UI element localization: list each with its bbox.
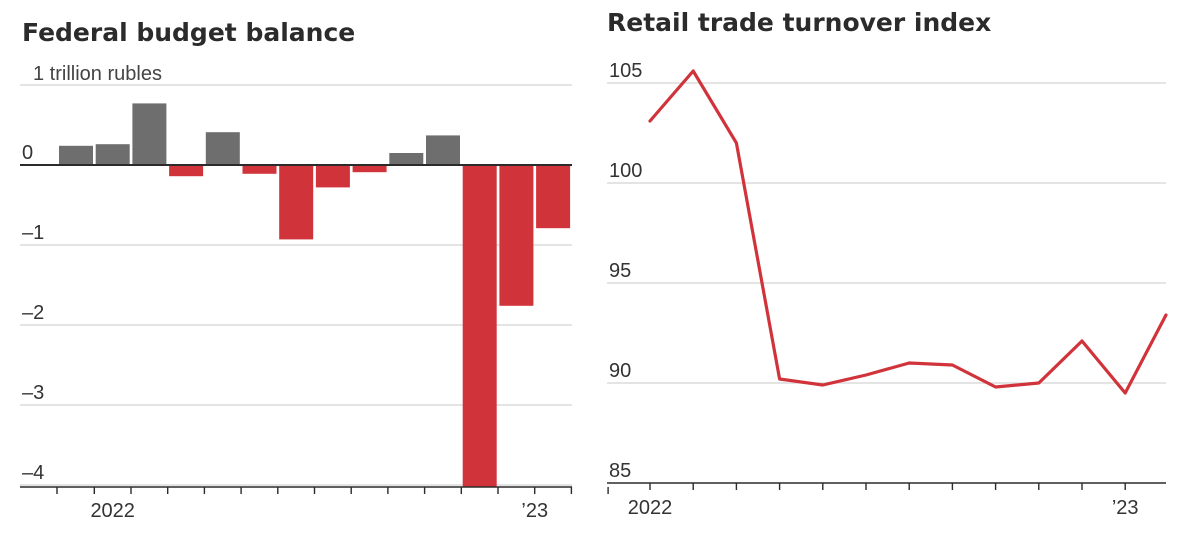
- bar-negative: [315, 165, 350, 188]
- line-y-tick-label: 90: [609, 360, 631, 382]
- bar-negative: [499, 165, 534, 306]
- bar-negative: [462, 165, 497, 487]
- bar-positive: [205, 132, 240, 165]
- bar-chart-bars: [59, 103, 571, 487]
- bar-chart-x-axis: 2022 ’23: [20, 486, 609, 522]
- bar-positive: [59, 145, 93, 165]
- bar-y-tick-label: –4: [22, 462, 44, 484]
- bar-y-tick-label: –3: [22, 382, 44, 404]
- bar-negative: [242, 165, 277, 174]
- bar-negative: [169, 165, 204, 177]
- bar-positive: [95, 144, 130, 165]
- line-chart-series: [648, 69, 1168, 395]
- line-point: [908, 361, 911, 365]
- line-chart-title: Retail trade turnover index: [607, 8, 991, 37]
- bar-chart-y-ticks: 0 –1 –2 –3 –4: [22, 142, 44, 484]
- line-chart-grid: [607, 82, 1166, 384]
- bar-y-tick-label: –1: [22, 222, 44, 244]
- line-point: [1164, 313, 1168, 317]
- bar-x-tick-label: ’23: [521, 500, 548, 522]
- bar-chart-unit-label: 1 trillion rubles: [33, 63, 162, 85]
- bar-chart-title: Federal budget balance: [22, 18, 355, 47]
- bar-negative: [536, 165, 571, 229]
- line-y-tick-label: 95: [609, 260, 631, 282]
- line-y-tick-label: 85: [609, 460, 631, 482]
- line-point: [951, 363, 954, 367]
- line-point: [648, 119, 652, 123]
- line-point: [1124, 391, 1127, 395]
- bar-x-tick-label: 2022: [90, 500, 135, 522]
- bar-positive: [389, 153, 424, 165]
- line-point: [692, 69, 695, 73]
- bar-positive: [132, 103, 167, 165]
- line-point: [1037, 381, 1041, 385]
- line-point: [994, 385, 997, 389]
- line-series-retail-index: [648, 69, 1168, 395]
- line-point: [778, 377, 781, 381]
- line-point: [1080, 339, 1084, 343]
- line-point: [864, 373, 868, 377]
- line-x-tick-label: ’23: [1112, 497, 1139, 519]
- bar-positive: [426, 135, 460, 165]
- line-chart-y-ticks: 105 100 95 90 85: [609, 60, 642, 482]
- line-point: [735, 141, 738, 145]
- bar-y-tick-label: 0: [22, 142, 33, 164]
- bar-y-tick-label: –2: [22, 302, 44, 324]
- line-y-tick-label: 100: [609, 160, 642, 182]
- bar-negative: [352, 165, 387, 173]
- line-y-tick-label: 105: [609, 60, 642, 82]
- line-x-tick-label: 2022: [628, 497, 673, 519]
- bar-negative: [279, 165, 314, 240]
- line-point: [821, 383, 824, 387]
- line-chart-x-axis: 2022 ’23: [607, 482, 1166, 519]
